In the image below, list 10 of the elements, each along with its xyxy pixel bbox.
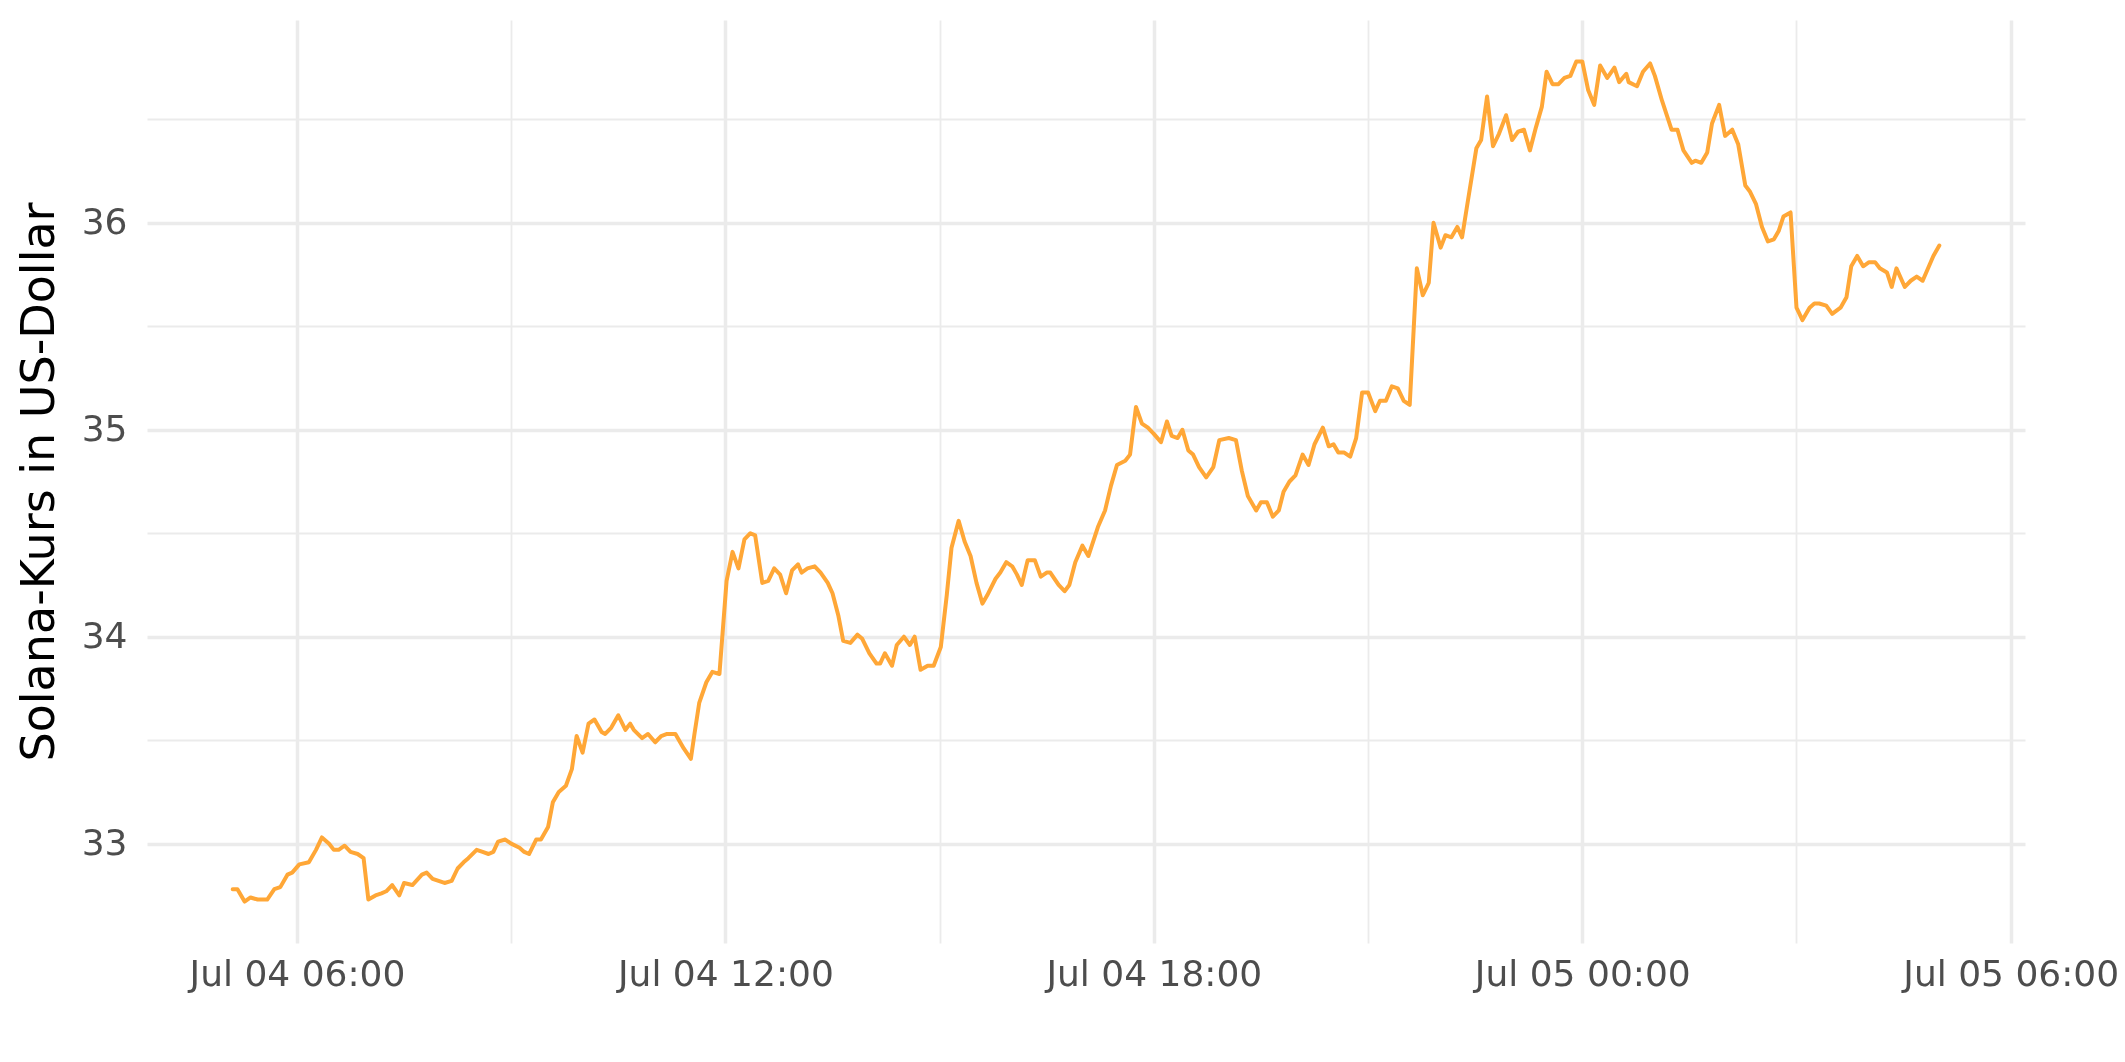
x-tick-label: Jul 04 06:00: [187, 952, 406, 994]
y-tick-label: 36: [81, 201, 128, 243]
x-tick-label: Jul 04 18:00: [1044, 952, 1263, 994]
x-tick-label: Jul 05 00:00: [1472, 952, 1691, 994]
x-tick-label: Jul 05 06:00: [1901, 952, 2120, 994]
y-tick-label: 33: [81, 822, 128, 864]
x-tick-label: Jul 04 12:00: [615, 952, 834, 994]
y-tick-label: 35: [81, 408, 128, 450]
y-axis-title: Solana-Kurs in US-Dollar: [10, 202, 65, 762]
y-tick-label: 34: [81, 615, 128, 657]
